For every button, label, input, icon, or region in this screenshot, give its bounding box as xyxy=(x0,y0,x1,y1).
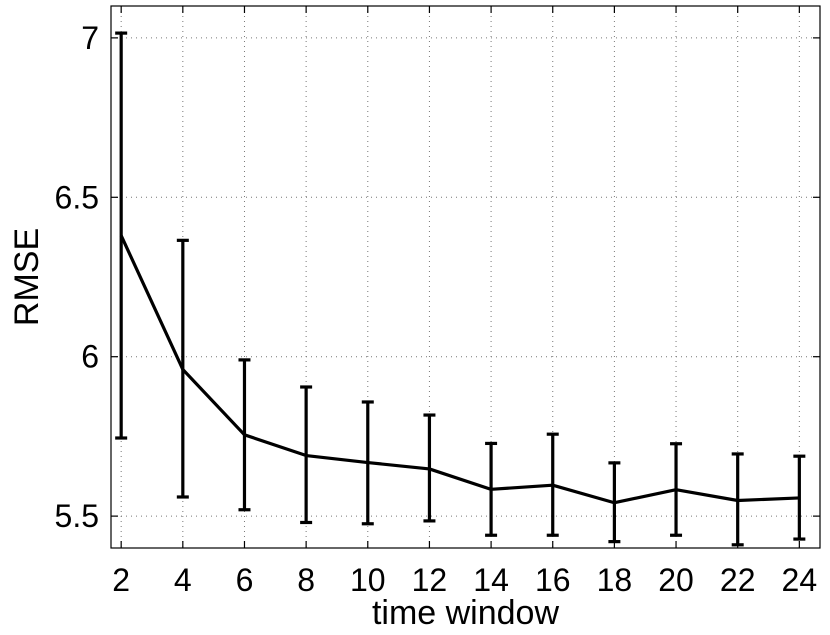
series-layer xyxy=(115,31,806,547)
error-bar xyxy=(115,31,128,440)
y-tick-label: 6.5 xyxy=(55,179,99,215)
error-bar xyxy=(238,358,251,512)
error-bar xyxy=(176,238,189,499)
x-tick-label: 22 xyxy=(720,562,756,598)
x-tick-label: 8 xyxy=(297,562,315,598)
error-bar xyxy=(793,454,806,541)
y-axis-label: RMSE xyxy=(8,228,46,326)
y-tick-label: 6 xyxy=(81,339,99,375)
x-tick-label: 14 xyxy=(473,562,509,598)
error-bar xyxy=(423,413,436,523)
series-line xyxy=(119,234,800,505)
error-bar xyxy=(546,432,559,537)
x-tick-label: 20 xyxy=(658,562,694,598)
error-bar xyxy=(670,442,683,537)
error-bar xyxy=(361,400,374,526)
x-tick-label: 4 xyxy=(174,562,192,598)
error-bar xyxy=(300,385,313,525)
x-tick-label: 6 xyxy=(236,562,254,598)
tick-layer: 2 4 6 8 10 12 14 16 18 20 22 245.566.57 xyxy=(55,6,820,598)
x-tick-label: 12 xyxy=(412,562,448,598)
plot-frame xyxy=(110,5,821,549)
x-tick-label: 18 xyxy=(597,562,633,598)
y-tick-label: 7 xyxy=(81,20,99,56)
x-tick-label: 10 xyxy=(350,562,386,598)
y-tick-label: 5.5 xyxy=(55,498,99,534)
grid-layer xyxy=(111,6,820,548)
x-axis-label: time window xyxy=(372,594,560,632)
error-bar xyxy=(485,441,498,537)
x-tick-label: 24 xyxy=(782,562,818,598)
x-tick-label: 16 xyxy=(535,562,571,598)
x-tick-label: 2 xyxy=(112,562,130,598)
